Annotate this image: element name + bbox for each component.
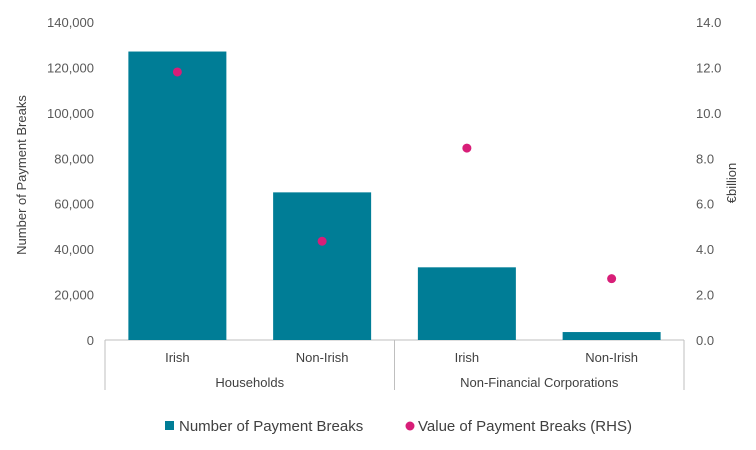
left-tick-label: 60,000 <box>54 197 94 212</box>
category-labels: Irish Non-Irish Irish Non-Irish Households No… <box>165 350 638 390</box>
right-tick-label: 8.0 <box>696 151 714 166</box>
right-axis-ticks: 0.0 2.0 4.0 6.0 8.0 10.0 12.0 14.0 <box>696 15 721 348</box>
scatter-point <box>317 236 327 246</box>
left-tick-label: 40,000 <box>54 242 94 257</box>
left-tick-label: 80,000 <box>54 151 94 166</box>
left-tick-label: 0 <box>87 333 94 348</box>
scatter-point <box>172 67 182 77</box>
left-tick-label: 140,000 <box>47 15 94 30</box>
group-label: Households <box>215 375 284 390</box>
bar <box>128 51 227 341</box>
right-tick-label: 12.0 <box>696 60 721 75</box>
right-tick-label: 10.0 <box>696 106 721 121</box>
right-axis-title: €billion <box>724 163 739 203</box>
category-label: Irish <box>165 350 190 365</box>
left-axis-title: Number of Payment Breaks <box>14 95 29 255</box>
bar <box>562 332 661 340</box>
legend-dot-swatch <box>405 421 415 431</box>
right-tick-label: 14.0 <box>696 15 721 30</box>
legend: Number of Payment Breaks Value of Paymen… <box>165 418 632 435</box>
left-tick-label: 120,000 <box>47 60 94 75</box>
bar <box>417 267 516 340</box>
scatter-point <box>462 143 472 153</box>
group-label: Non-Financial Corporations <box>460 375 619 390</box>
right-tick-label: 2.0 <box>696 288 714 303</box>
legend-bar-swatch <box>165 421 174 430</box>
left-axis-ticks: 0 20,000 40,000 60,000 80,000 100,000 120,000 1… <box>47 15 94 348</box>
bars <box>128 51 661 341</box>
right-tick-label: 6.0 <box>696 197 714 212</box>
scatter-points <box>172 67 617 284</box>
legend-bar-label: Number of Payment Breaks <box>179 418 363 435</box>
right-tick-label: 4.0 <box>696 242 714 257</box>
category-label: Non-Irish <box>296 350 349 365</box>
bar <box>273 192 372 340</box>
category-label: Irish <box>455 350 480 365</box>
category-label: Non-Irish <box>585 350 638 365</box>
scatter-point <box>607 274 617 284</box>
right-tick-label: 0.0 <box>696 333 714 348</box>
legend-dot-label: Value of Payment Breaks (RHS) <box>418 418 632 435</box>
left-tick-label: 20,000 <box>54 288 94 303</box>
left-tick-label: 100,000 <box>47 106 94 121</box>
